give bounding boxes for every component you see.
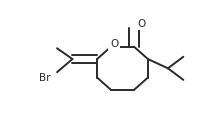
Text: Br: Br	[39, 72, 51, 83]
Text: O: O	[138, 19, 146, 29]
Text: O: O	[110, 39, 118, 49]
